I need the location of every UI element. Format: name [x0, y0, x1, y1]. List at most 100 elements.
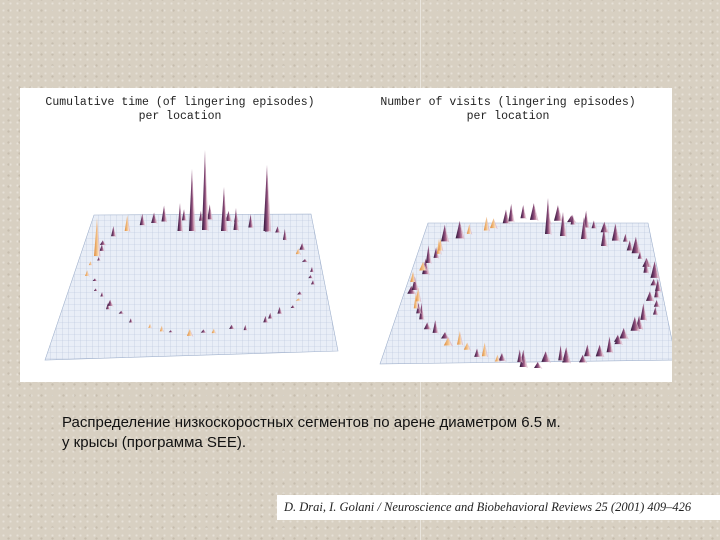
right-peak-10: [606, 336, 612, 353]
left-peak-31: [151, 212, 157, 223]
right-peak-17: [534, 361, 541, 369]
left-peak-23-shade: [87, 270, 90, 277]
left-peak-15: [148, 323, 152, 328]
left-peak-24-shade: [90, 261, 93, 267]
right-peak-10-shade: [609, 336, 614, 354]
left-peak-19-shade: [110, 299, 114, 307]
right-peak-22: [481, 342, 487, 357]
right-peak-25-shade: [459, 330, 464, 346]
right-peak-0: [654, 284, 659, 298]
right-spike-2-shade: [584, 217, 588, 240]
right-peak-7-shade: [623, 327, 629, 340]
left-spike-4-shade: [180, 203, 183, 232]
right-peak-11-shade: [599, 344, 605, 358]
right-peak-67-shade: [654, 261, 660, 279]
right-peak-38: [419, 261, 426, 271]
right-peak-42: [438, 238, 443, 251]
right-peak-32: [413, 291, 418, 309]
right-peak-15-shade: [560, 345, 564, 362]
left-peak-36-shade: [228, 210, 233, 222]
left-peak-45: [310, 266, 314, 272]
left-peak-35: [207, 204, 212, 220]
right-peak-41-shade: [439, 238, 442, 255]
left-peak-7: [263, 315, 268, 323]
left-peak-25: [97, 256, 100, 261]
left-peak-10: [211, 328, 216, 334]
right-peak-24: [463, 342, 470, 350]
right-peak-52-shade: [533, 203, 539, 221]
right-peak-66-shade: [646, 257, 650, 274]
right-peak-23-shade: [477, 348, 481, 358]
left-peak-21-shade: [95, 288, 98, 293]
right-peak-35-shade: [414, 276, 419, 292]
right-peak-33: [415, 287, 421, 302]
right-spike-1: [560, 212, 566, 236]
right-peak-51: [520, 205, 526, 219]
right-peak-58-shade: [593, 220, 597, 230]
right-peak-21-shade: [497, 354, 501, 363]
left-peak-25-shade: [98, 256, 101, 262]
right-peak-9: [614, 336, 622, 345]
left-peak-32-shade: [164, 205, 168, 223]
caption-line-2: у крысы (программа SEE).: [62, 434, 247, 451]
right-spike-3-shade: [604, 228, 608, 247]
right-peak-62: [626, 240, 633, 251]
right-peak-56-shade: [572, 214, 576, 226]
right-peak-54: [554, 205, 561, 221]
left-peak-0: [308, 274, 313, 279]
right-peak-39: [425, 245, 431, 264]
right-peak-15: [558, 345, 563, 361]
right-peak-14-shade: [566, 347, 572, 364]
right-peak-45: [455, 220, 463, 239]
left-peak-36: [225, 210, 231, 221]
right-peak-7: [619, 327, 627, 339]
left-peak-27-shade: [102, 240, 107, 246]
left-peak-14-shade: [161, 325, 165, 333]
left-peak-9: [229, 324, 234, 329]
right-peak-19-shade: [519, 349, 523, 364]
left-peak-38: [248, 214, 253, 228]
left-peak-28: [111, 226, 116, 237]
right-peak-13: [579, 354, 586, 363]
left-peak-5: [277, 306, 282, 314]
right-peak-28: [432, 320, 438, 333]
right-peak-47-shade: [486, 216, 490, 232]
left-peak-8: [243, 324, 247, 331]
left-peak-29: [124, 215, 130, 232]
right-peak-28-shade: [435, 320, 439, 334]
left-peak-43: [295, 248, 301, 255]
left-peak-12: [186, 328, 192, 336]
right-surface-plane: [379, 222, 672, 365]
left-peak-26-shade: [101, 244, 105, 252]
right-peak-20-shade: [501, 352, 507, 362]
left-peak-33-shade: [184, 209, 187, 222]
left-peak-24: [88, 261, 92, 266]
left-peak-13: [168, 330, 173, 333]
left-peak-11: [200, 329, 206, 333]
right-peak-8-shade: [617, 334, 623, 343]
left-peak-2: [297, 291, 302, 295]
left-peak-40: [275, 226, 280, 233]
left-peak-38-shade: [250, 214, 254, 229]
right-peak-4-shade: [643, 303, 648, 321]
left-peak-3: [295, 298, 301, 301]
right-peak-35: [411, 276, 418, 291]
citation-box: D. Drai, I. Golani / Neuroscience and Bi…: [277, 495, 720, 520]
left-peak-41-shade: [284, 228, 288, 241]
right-peak-60: [611, 223, 619, 241]
left-peak-29-shade: [127, 215, 131, 233]
left-peak-43-shade: [298, 248, 302, 256]
left-spike-2: [221, 187, 227, 231]
left-spike-3: [263, 165, 270, 231]
right-peak-36: [410, 271, 415, 283]
right-peak-2: [653, 299, 659, 307]
right-peak-43: [441, 224, 448, 242]
right-peak-20: [498, 352, 505, 361]
left-peak-14: [159, 325, 164, 332]
right-peak-34: [407, 286, 415, 294]
right-peak-54-shade: [557, 205, 563, 222]
right-peak-69-shade: [657, 278, 662, 293]
left-spike-1-shade: [205, 150, 209, 231]
right-spike-1-shade: [563, 212, 567, 237]
left-peak-33: [181, 209, 186, 221]
